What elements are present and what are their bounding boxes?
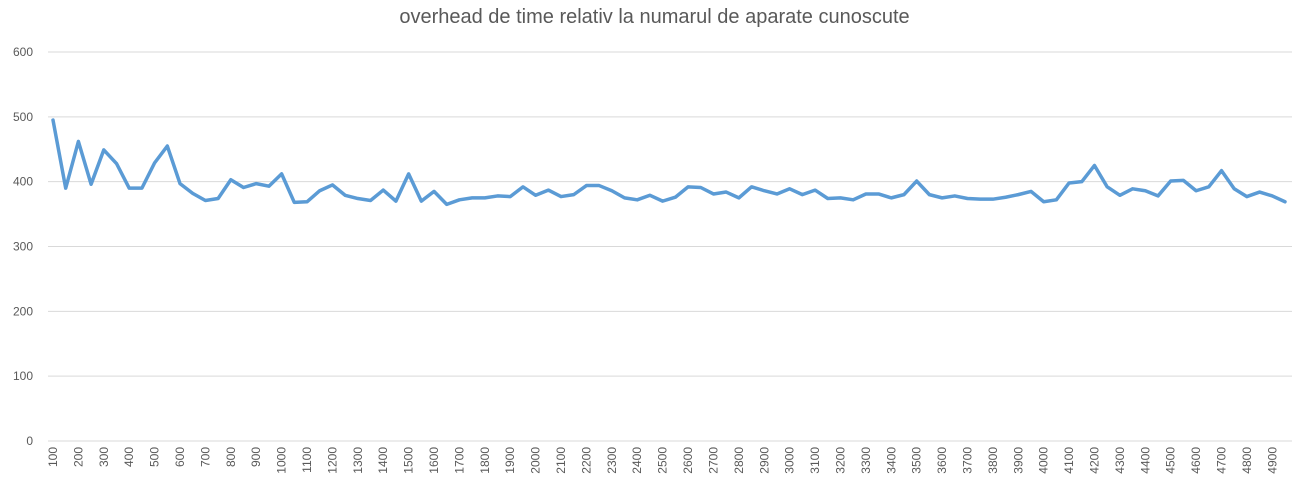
x-tick-label: 4500	[1164, 447, 1178, 474]
y-tick-label: 600	[13, 45, 33, 59]
x-tick-label: 3200	[833, 447, 847, 474]
x-tick-label: 2000	[529, 447, 543, 474]
x-tick-label: 3300	[859, 447, 873, 474]
x-tick-label: 2300	[605, 447, 619, 474]
x-tick-label: 3700	[960, 447, 974, 474]
x-tick-label: 1700	[452, 447, 466, 474]
x-tick-label: 1900	[503, 447, 517, 474]
x-tick-label: 600	[173, 447, 187, 467]
x-tick-label: 2700	[706, 447, 720, 474]
x-tick-label: 1200	[325, 447, 339, 474]
x-tick-label: 4700	[1214, 447, 1228, 474]
x-tick-label: 2500	[656, 447, 670, 474]
x-tick-label: 4200	[1087, 447, 1101, 474]
x-axis-tick-labels: 100 200 300 400 500 600 700 800 900 1000 1100 1200 1…	[46, 447, 1279, 474]
x-tick-label: 1100	[300, 447, 314, 473]
x-tick-label: 4000	[1037, 447, 1051, 474]
x-tick-label: 2900	[757, 447, 771, 474]
x-tick-label: 3500	[910, 447, 924, 474]
y-tick-label: 400	[13, 175, 33, 189]
x-tick-label: 900	[249, 447, 263, 467]
x-tick-label: 2200	[579, 447, 593, 474]
series-layer	[51, 118, 1287, 207]
x-tick-label: 1000	[275, 447, 289, 474]
y-tick-label: 0	[26, 434, 33, 448]
x-tick-label: 3600	[935, 447, 949, 474]
x-tick-label: 2800	[732, 447, 746, 474]
y-tick-label: 500	[13, 110, 33, 124]
x-tick-label: 3400	[884, 447, 898, 474]
x-tick-label: 4100	[1062, 447, 1076, 474]
x-tick-label: 500	[148, 447, 162, 467]
x-tick-label: 2100	[554, 447, 568, 474]
x-tick-label: 100	[46, 447, 60, 467]
x-tick-label: 1500	[402, 447, 416, 474]
gridlines	[48, 51, 1292, 442]
x-tick-label: 200	[71, 447, 85, 467]
x-tick-label: 4300	[1113, 447, 1127, 474]
x-tick-label: 1400	[376, 447, 390, 474]
chart-title: overhead de time relativ la numarul de a…	[399, 6, 910, 28]
x-tick-label: 300	[97, 447, 111, 467]
x-tick-label: 2600	[681, 447, 695, 474]
x-tick-label: 4400	[1138, 447, 1152, 474]
x-tick-label: 800	[224, 447, 238, 467]
x-tick-label: 4600	[1189, 447, 1203, 474]
x-tick-label: 4800	[1240, 447, 1254, 474]
y-axis-tick-labels: 0 100 200 300 400 500 600	[13, 45, 33, 448]
x-tick-label: 3800	[986, 447, 1000, 474]
x-tick-label: 3100	[808, 447, 822, 474]
x-tick-label: 3000	[783, 447, 797, 474]
x-tick-label: 3900	[1011, 447, 1025, 474]
series-line-0	[51, 118, 1287, 207]
y-tick-label: 300	[13, 240, 33, 254]
y-tick-label: 100	[13, 369, 33, 383]
x-tick-label: 700	[198, 447, 212, 467]
y-tick-label: 200	[13, 304, 33, 318]
x-tick-label: 2400	[630, 447, 644, 474]
x-tick-label: 400	[122, 447, 136, 467]
x-tick-label: 1600	[427, 447, 441, 474]
x-tick-label: 1800	[478, 447, 492, 474]
x-tick-label: 1300	[351, 447, 365, 474]
x-tick-label: 4900	[1265, 447, 1279, 474]
